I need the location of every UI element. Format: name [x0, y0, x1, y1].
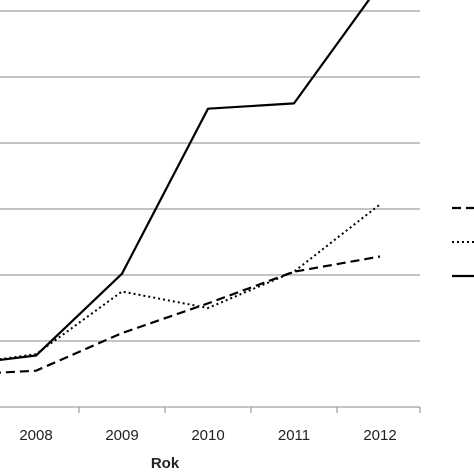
- series-line-solid: [0, 0, 371, 362]
- x-tick-label: 2009: [105, 427, 138, 444]
- x-tick-label: 2012: [363, 427, 396, 444]
- x-axis-title: Rok: [151, 455, 180, 472]
- x-tick-label: 2010: [191, 427, 224, 444]
- x-tick-label: 2011: [278, 427, 310, 444]
- x-tick-label: 2008: [19, 427, 52, 444]
- series-line-dashed: [0, 255, 381, 374]
- x-axis: 2008 2009 2010 2011 2012: [0, 406, 421, 444]
- series-lines: [0, 0, 381, 374]
- legend: [452, 206, 474, 278]
- gridlines: [0, 10, 420, 342]
- series-line-dotted: [0, 203, 381, 361]
